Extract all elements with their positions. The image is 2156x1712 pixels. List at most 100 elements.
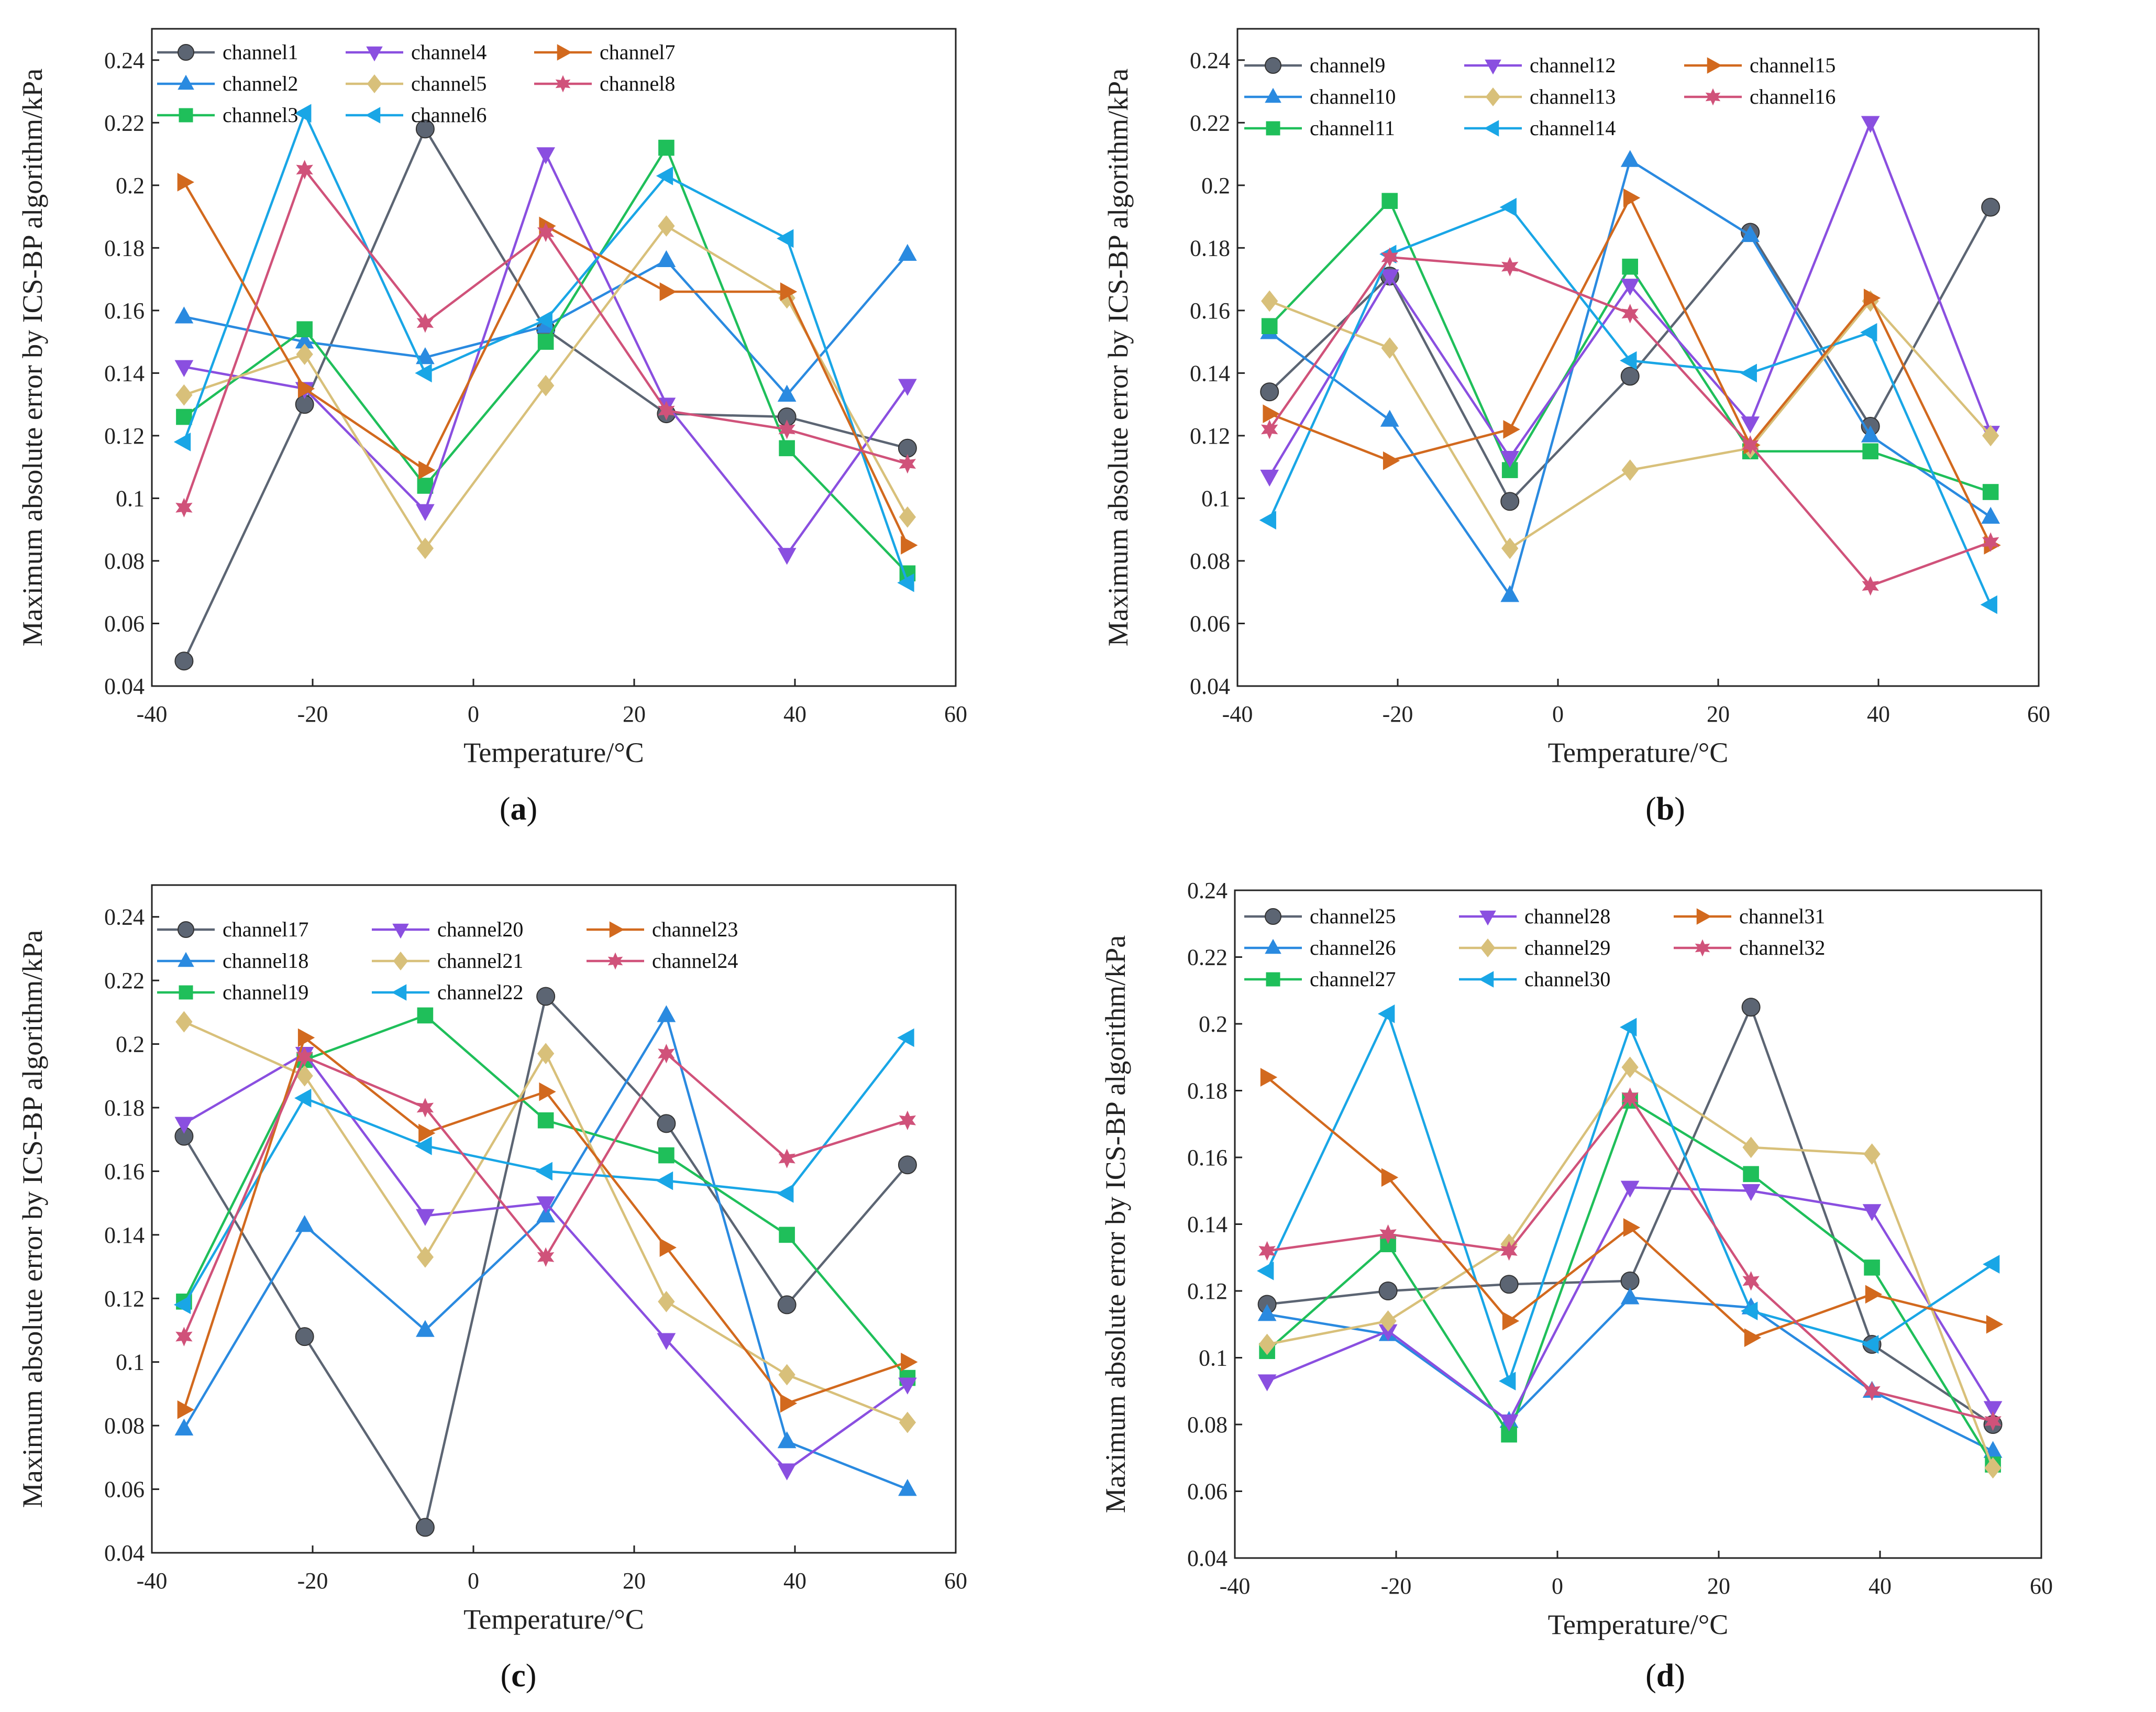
legend-marker-channel18: [178, 952, 194, 967]
data-point-channel17: [536, 987, 556, 1006]
y-tick-label-c: 0.16: [104, 1158, 145, 1184]
data-point-channel8: [175, 498, 193, 518]
legend-marker-channel26: [1265, 938, 1281, 954]
legend-marker-channel17: [178, 921, 194, 938]
data-point-channel8: [899, 454, 916, 474]
y-tick-label-c: 0.08: [104, 1413, 145, 1439]
legend-marker-channel15: [1707, 57, 1722, 74]
x-tick-label-b: -20: [1383, 701, 1413, 727]
data-point-channel32: [1621, 1087, 1639, 1107]
data-point-channel15: [1863, 289, 1881, 307]
data-point-channel22: [294, 1088, 312, 1108]
series-channel24: [175, 1044, 916, 1346]
data-point-channel7: [780, 282, 798, 301]
x-tick-label-d: 20: [1707, 1573, 1730, 1599]
data-point-channel14: [1740, 363, 1757, 383]
data-point-channel18: [657, 1005, 676, 1022]
data-point-channel18: [898, 1479, 917, 1496]
data-point-channel32: [1863, 1381, 1881, 1401]
y-tick-label-b: 0.24: [1190, 48, 1230, 73]
series-channel30: [1257, 1004, 2000, 1390]
x-tick-label-c: -40: [137, 1568, 168, 1594]
y-tick-label-b: 0.14: [1190, 360, 1230, 386]
legend-marker-channel7: [557, 44, 572, 61]
data-point-channel14: [1980, 595, 1997, 614]
data-point-channel2: [295, 332, 314, 349]
data-point-channel8: [537, 222, 555, 242]
legend-marker-channel8: [555, 75, 571, 93]
data-point-channel23: [297, 1028, 315, 1047]
caption-d: (d): [1645, 1658, 1685, 1694]
data-point-channel3: [296, 321, 313, 338]
legend-marker-channel5: [367, 74, 382, 93]
data-point-channel32: [1379, 1224, 1397, 1244]
data-point-channel9: [1500, 492, 1520, 511]
legend-label-channel25: channel25: [1310, 904, 1396, 928]
data-point-channel9: [1620, 367, 1640, 386]
data-point-channel18: [174, 1418, 194, 1435]
data-point-channel9: [1981, 197, 2000, 217]
data-point-channel23: [901, 1352, 918, 1372]
y-tick-label-c: 0.14: [104, 1222, 145, 1248]
x-axis-title-a: Temperature/°C: [463, 737, 644, 768]
y-tick-label-c: 0.12: [104, 1286, 145, 1311]
y-tick-label-a: 0.22: [104, 110, 145, 136]
y-tick-label-d: 0.1: [1199, 1345, 1228, 1371]
data-point-channel6: [415, 363, 432, 383]
y-tick-label-a: 0.12: [104, 423, 145, 449]
data-point-channel19: [537, 1112, 554, 1129]
x-tick-label-c: 0: [468, 1568, 479, 1594]
series-channel6: [173, 104, 914, 592]
legend-label-channel5: channel5: [411, 72, 487, 95]
legend-label-channel16: channel16: [1750, 85, 1836, 108]
data-point-channel2: [416, 347, 435, 365]
data-point-channel24: [778, 1148, 795, 1168]
series-channel18: [174, 1005, 917, 1496]
y-tick-label-b: 0.04: [1190, 673, 1230, 699]
series-channel5: [175, 215, 916, 559]
data-point-channel6: [294, 104, 312, 123]
data-point-channel16: [1742, 435, 1759, 455]
data-point-channel18: [536, 1205, 555, 1223]
legend-label-channel30: channel30: [1524, 967, 1610, 991]
x-tick-label-d: -20: [1381, 1573, 1412, 1599]
y-tick-label-a: 0.06: [104, 611, 145, 636]
caption-c: (c): [500, 1658, 537, 1694]
y-tick-label-b: 0.22: [1190, 110, 1230, 136]
data-point-channel5: [658, 215, 675, 237]
data-point-channel32: [1500, 1241, 1518, 1261]
data-point-channel5: [537, 374, 555, 396]
legend-marker-channel4: [366, 46, 383, 62]
data-point-channel30: [1257, 1261, 1274, 1280]
data-point-channel3: [417, 478, 434, 494]
data-point-channel10: [1741, 225, 1760, 242]
data-point-channel14: [1259, 511, 1276, 530]
legend-label-channel13: channel13: [1530, 85, 1616, 108]
legend-label-channel17: channel17: [223, 918, 308, 941]
data-point-channel31: [1986, 1315, 2004, 1334]
data-point-channel6: [535, 310, 552, 329]
data-point-channel12: [1741, 416, 1760, 434]
data-point-channel18: [777, 1431, 797, 1449]
data-point-channel24: [296, 1047, 313, 1067]
data-point-channel22: [897, 1028, 914, 1047]
x-tick-label-d: -40: [1220, 1573, 1251, 1599]
y-tick-label-c: 0.1: [116, 1350, 145, 1375]
series-channel23: [177, 1028, 918, 1419]
data-point-channel17: [777, 1295, 797, 1315]
y-tick-label-a: 0.14: [104, 360, 145, 386]
legend-label-channel15: channel15: [1750, 53, 1836, 77]
legend-marker-channel1: [178, 44, 194, 61]
data-point-channel2: [898, 244, 917, 261]
y-tick-label-d: 0.24: [1187, 878, 1228, 903]
data-point-channel5: [296, 344, 313, 365]
data-point-channel32: [1258, 1241, 1276, 1261]
data-point-channel29: [1621, 1056, 1639, 1078]
data-point-channel30: [1620, 1018, 1637, 1037]
legend-label-channel26: channel26: [1310, 936, 1396, 959]
legend-label-channel7: channel7: [600, 40, 675, 64]
legend-label-channel9: channel9: [1310, 53, 1385, 77]
data-point-channel20: [657, 1333, 676, 1350]
y-tick-label-d: 0.04: [1187, 1545, 1228, 1571]
legend-marker-channel22: [391, 984, 407, 1001]
